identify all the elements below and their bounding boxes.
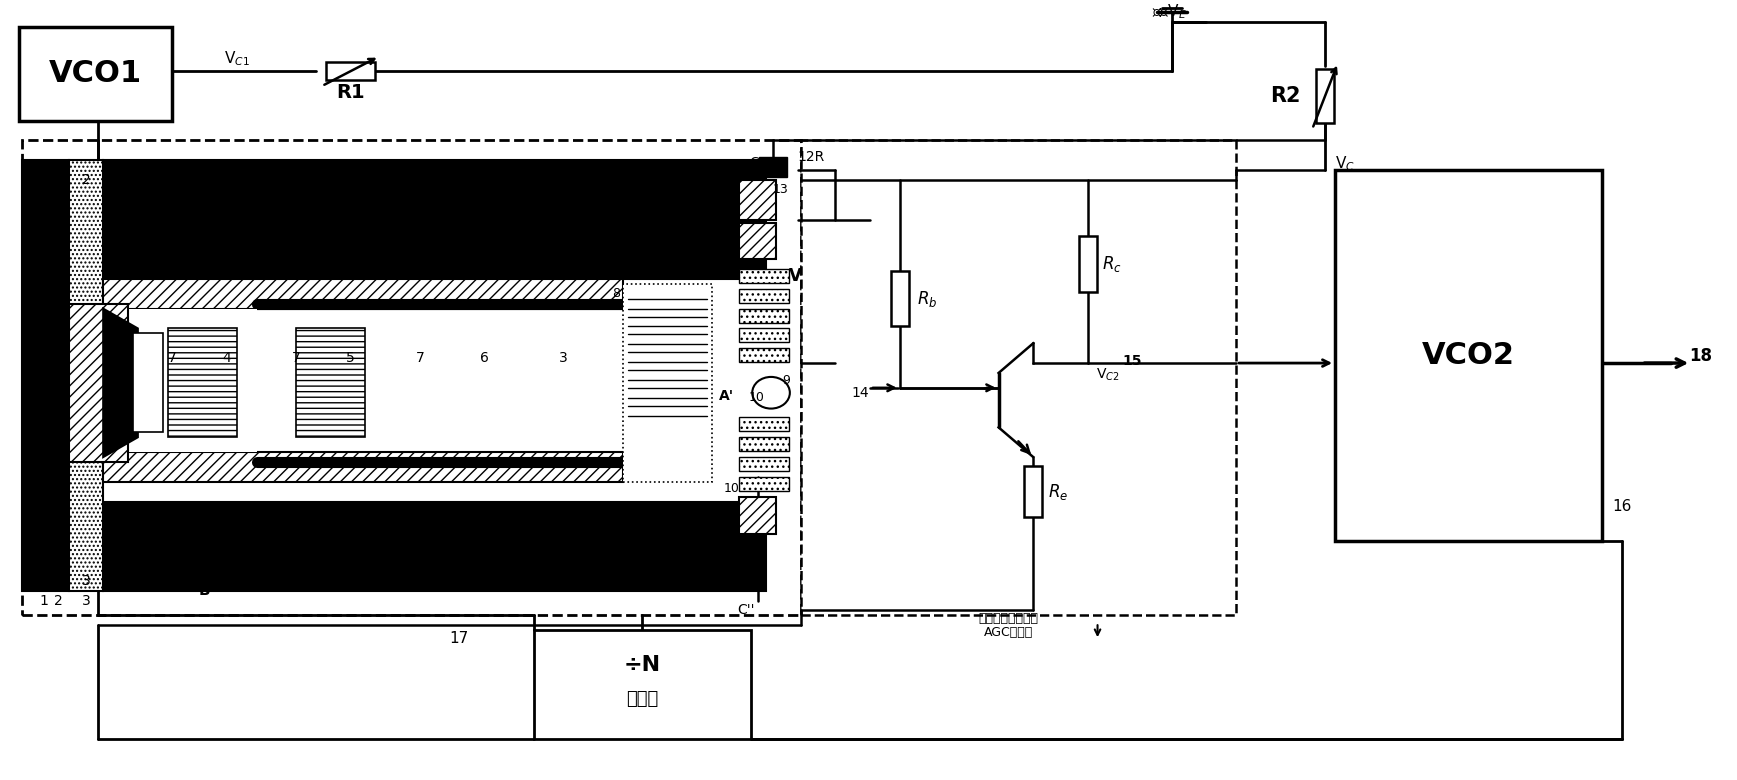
Text: 3: 3	[82, 594, 90, 608]
Text: ÷N: ÷N	[624, 655, 662, 675]
Bar	[1317, 69, 1334, 123]
Text: 11: 11	[724, 525, 740, 537]
Bar	[68, 160, 102, 590]
Bar	[102, 452, 622, 482]
Bar	[622, 284, 712, 482]
Text: 7: 7	[292, 351, 301, 365]
Bar	[891, 271, 908, 327]
Text: R$_b$: R$_b$	[917, 289, 938, 309]
Text: 10: 10	[749, 392, 764, 404]
Text: 2: 2	[54, 594, 63, 608]
Bar	[23, 160, 68, 590]
Bar	[740, 457, 789, 471]
Bar	[102, 309, 257, 452]
Text: 2: 2	[54, 173, 63, 187]
Text: 14: 14	[851, 386, 868, 399]
Text: V$_{C2}$: V$_{C2}$	[1096, 367, 1119, 383]
Text: R1: R1	[337, 83, 365, 102]
Bar	[167, 328, 236, 438]
Bar	[740, 477, 789, 491]
Text: 3: 3	[559, 351, 568, 365]
Polygon shape	[102, 309, 137, 457]
Bar	[134, 333, 163, 432]
Text: V$_{C1}$: V$_{C1}$	[224, 49, 250, 68]
Bar	[68, 303, 129, 462]
Text: 直流自动增益控制: 直流自动增益控制	[978, 612, 1039, 625]
Bar	[1336, 170, 1602, 541]
Bar	[327, 62, 375, 80]
Text: 16: 16	[1612, 499, 1631, 514]
Text: 10: 10	[724, 482, 740, 495]
Text: 13: 13	[724, 165, 740, 179]
Text: 11: 11	[724, 208, 740, 222]
Bar	[533, 630, 752, 739]
Bar	[740, 289, 789, 303]
Bar	[759, 158, 787, 177]
Text: 18: 18	[1690, 347, 1713, 365]
Text: 7: 7	[168, 351, 177, 365]
Bar	[740, 497, 776, 534]
Bar	[740, 417, 789, 431]
Text: R$_e$: R$_e$	[1047, 482, 1068, 502]
Text: 12R: 12R	[797, 151, 825, 165]
Text: VCO1: VCO1	[49, 59, 142, 88]
Text: 9: 9	[782, 374, 790, 388]
Text: 1: 1	[40, 594, 49, 608]
Bar	[295, 328, 365, 438]
Bar	[740, 438, 789, 451]
Text: 3: 3	[82, 574, 90, 588]
Text: AGC放大器: AGC放大器	[983, 626, 1034, 639]
Text: R2: R2	[1270, 86, 1301, 106]
Bar	[102, 279, 622, 309]
Text: C': C'	[749, 156, 763, 170]
Bar	[740, 328, 789, 342]
Text: 13: 13	[773, 183, 789, 197]
Text: C'': C''	[738, 604, 756, 618]
Bar	[102, 502, 766, 590]
Text: V$_C$: V$_C$	[1336, 154, 1355, 172]
Text: 除法器: 除法器	[627, 690, 658, 708]
Text: 5: 5	[346, 351, 354, 365]
Text: A: A	[21, 386, 31, 399]
Text: B': B'	[200, 583, 215, 598]
Text: 15: 15	[1122, 354, 1141, 368]
Text: 电源V$_E$: 电源V$_E$	[1152, 2, 1186, 21]
Text: 6: 6	[479, 351, 488, 365]
Bar	[801, 140, 1237, 615]
Bar	[23, 140, 801, 615]
Text: B: B	[201, 168, 214, 183]
Bar	[740, 309, 789, 322]
Text: 17: 17	[450, 630, 469, 646]
Text: VCO2: VCO2	[1423, 341, 1515, 370]
Bar	[1079, 236, 1096, 292]
Bar	[740, 269, 789, 283]
Text: 4: 4	[222, 351, 231, 365]
Text: 8: 8	[611, 456, 620, 469]
Bar	[102, 160, 766, 279]
Text: 7: 7	[415, 351, 424, 365]
Text: A': A'	[719, 388, 735, 402]
Text: 9: 9	[728, 270, 735, 282]
Text: R$_c$: R$_c$	[1103, 254, 1122, 274]
Bar	[740, 222, 776, 259]
Bar	[740, 180, 776, 220]
Bar	[1025, 466, 1042, 517]
Text: 8: 8	[611, 287, 620, 300]
Text: V: V	[789, 267, 802, 285]
Text: 2: 2	[82, 173, 90, 187]
Bar	[740, 348, 789, 362]
Bar	[19, 27, 172, 121]
